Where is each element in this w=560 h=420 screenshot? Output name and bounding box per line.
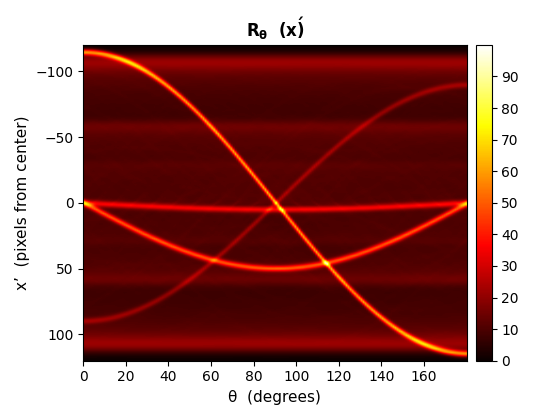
Title: $\mathbf{R_\theta}$  $\mathbf{(x\')}$: $\mathbf{R_\theta}$ $\mathbf{(x\')}$	[246, 15, 304, 42]
X-axis label: θ  (degrees): θ (degrees)	[228, 390, 321, 405]
Y-axis label: x’  (pixels from center): x’ (pixels from center)	[15, 116, 30, 290]
